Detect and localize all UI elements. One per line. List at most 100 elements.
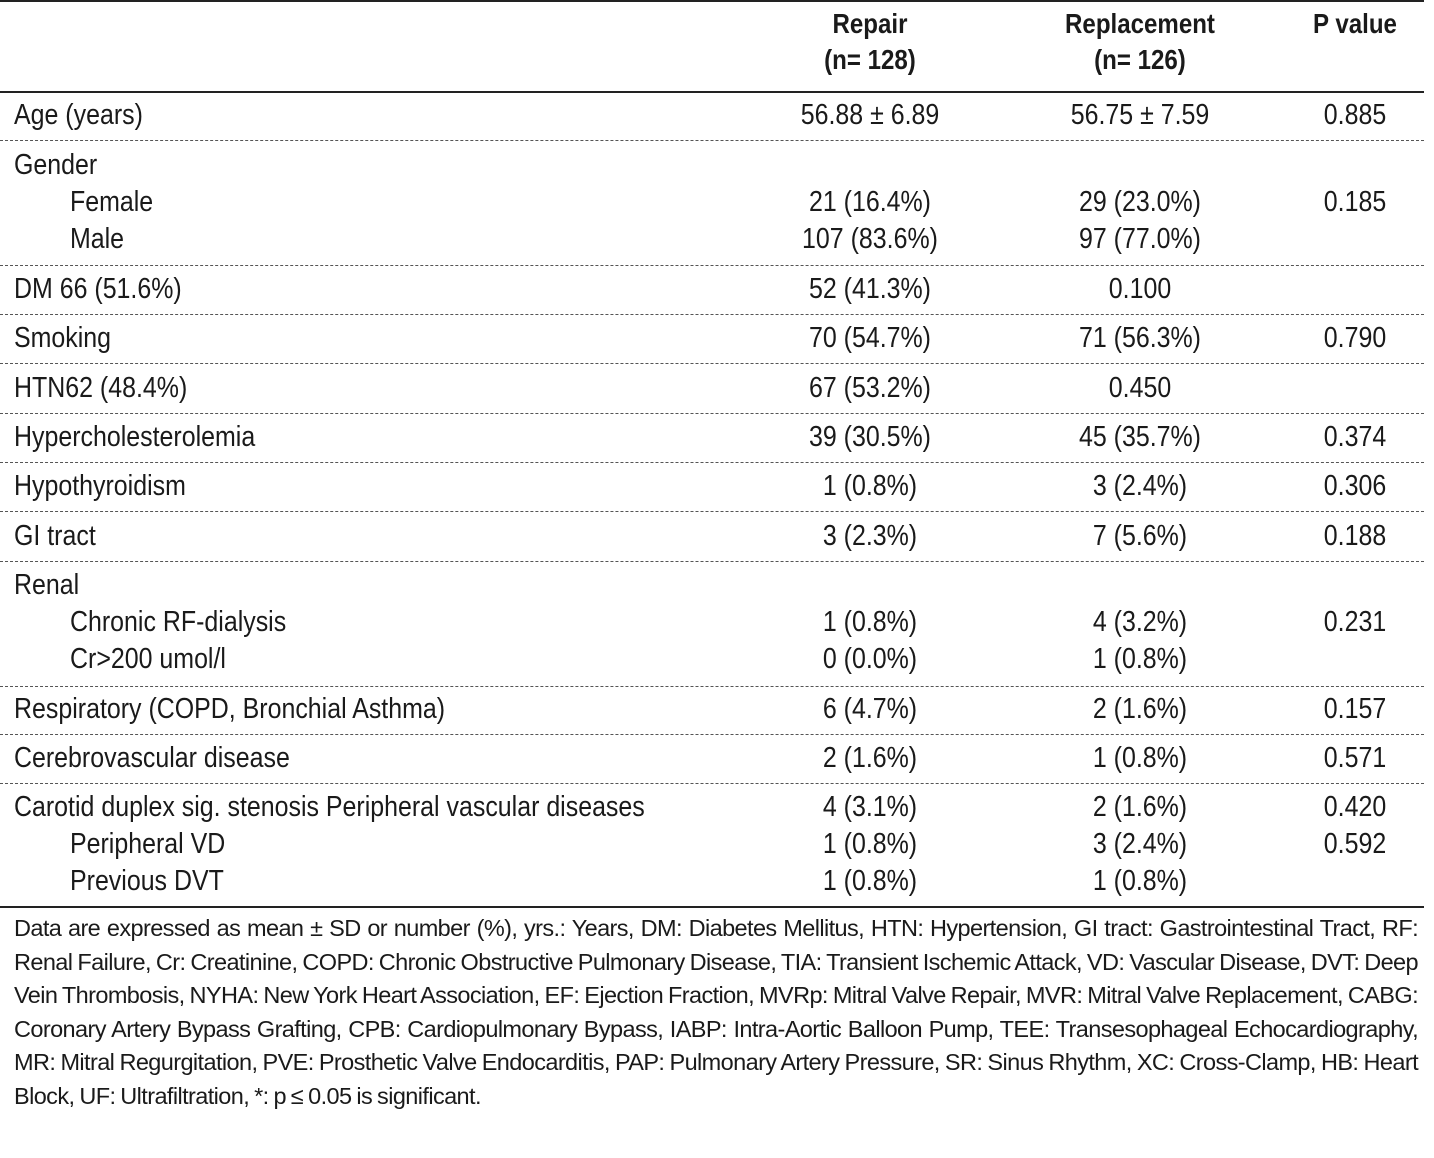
row-label: Cerebrovascular disease	[14, 742, 290, 774]
replacement-value: 1 (0.8%)	[1092, 742, 1188, 774]
replacement-value: 2 (1.6%)	[1092, 693, 1188, 725]
p-value: 0.420	[1323, 791, 1387, 823]
replacement-value: 4 (3.2%)	[1092, 606, 1188, 638]
repair-value: 4 (3.1%)	[822, 791, 918, 823]
row-label: Hypothyroidism	[14, 470, 186, 502]
sub-row-creatinine: Cr>200 umol/l 0 (0.0%) 1 (0.8%)	[0, 641, 1424, 678]
row-label: Gender	[14, 149, 98, 181]
table-row-renal: Renal Chronic RF-dialysis 1 (0.8%) 4 (3.…	[0, 567, 1424, 678]
table-row-smoking: Smoking 70 (54.7%) 71 (56.3%) 0.790	[0, 320, 1424, 357]
header-p-value-title: P value	[1313, 8, 1397, 39]
header-repair-n: (n= 128)	[824, 44, 916, 75]
repair-value: 2 (1.6%)	[822, 742, 918, 774]
sub-row-label: Chronic RF-dialysis	[70, 606, 287, 638]
replacement-value: 3 (2.4%)	[1092, 470, 1188, 502]
row-label: Age (years)	[14, 99, 143, 131]
row-label: DM 66 (51.6%)	[14, 273, 182, 305]
table-row-gender: Gender Female 21 (16.4%) 29 (23.0%) 0.18…	[0, 147, 1424, 258]
table-row-respiratory: Respiratory (COPD, Bronchial Asthma) 6 (…	[0, 691, 1424, 728]
table-row-htn: HTN62 (48.4%) 67 (53.2%) 0.450	[0, 370, 1424, 407]
sub-row-label: Peripheral VD	[70, 828, 226, 860]
repair-value: 52 (41.3%)	[808, 273, 931, 305]
row-label: Carotid duplex sig. stenosis Peripheral …	[14, 791, 645, 823]
row-label: Renal	[14, 569, 80, 601]
repair-value: 21 (16.4%)	[808, 186, 931, 218]
row-label: GI tract	[14, 520, 96, 552]
sub-row-dialysis: Chronic RF-dialysis 1 (0.8%) 4 (3.2%) 0.…	[0, 604, 1424, 641]
row-divider	[0, 783, 1424, 784]
sub-row-label: Previous DVT	[70, 865, 224, 897]
row-divider	[0, 462, 1424, 463]
replacement-value: 0.100	[1108, 273, 1172, 305]
replacement-value: 7 (5.6%)	[1092, 520, 1188, 552]
p-value: 0.157	[1323, 693, 1387, 725]
repair-value: 1 (0.8%)	[822, 828, 918, 860]
repair-value: 1 (0.8%)	[822, 865, 918, 897]
p-value: 0.231	[1323, 606, 1387, 638]
table-row-gi-tract: GI tract 3 (2.3%) 7 (5.6%) 0.188	[0, 518, 1424, 555]
p-value: 0.885	[1323, 99, 1387, 131]
sub-row-female: Female 21 (16.4%) 29 (23.0%) 0.185	[0, 184, 1424, 221]
p-value: 0.374	[1323, 421, 1387, 453]
repair-value: 3 (2.3%)	[822, 520, 918, 552]
repair-value: 1 (0.8%)	[822, 470, 918, 502]
replacement-value: 71 (56.3%)	[1078, 322, 1201, 354]
header-rule	[0, 91, 1424, 93]
repair-value: 0 (0.0%)	[822, 643, 918, 675]
replacement-value: 1 (0.8%)	[1092, 643, 1188, 675]
p-value: 0.592	[1323, 828, 1387, 860]
row-label: Respiratory (COPD, Bronchial Asthma)	[14, 693, 446, 725]
sub-row-male: Male 107 (83.6%) 97 (77.0%)	[0, 221, 1424, 258]
p-value: 0.185	[1323, 186, 1387, 218]
row-divider	[0, 686, 1424, 687]
replacement-value: 29 (23.0%)	[1078, 186, 1201, 218]
table-footnote: Data are expressed as mean ± SD or numbe…	[14, 915, 1419, 1109]
repair-value: 56.88 ± 6.89	[800, 99, 940, 131]
row-divider	[0, 140, 1424, 141]
replacement-value: 3 (2.4%)	[1092, 828, 1188, 860]
sub-row-label: Male	[70, 223, 125, 255]
header-replacement: Replacement (n= 126)	[1054, 6, 1226, 78]
header-p-value: P value	[1269, 6, 1434, 42]
row-label: HTN62 (48.4%)	[14, 372, 188, 404]
repair-value: 107 (83.6%)	[802, 223, 938, 255]
header-replacement-n: (n= 126)	[1094, 44, 1186, 75]
table-row-dm: DM 66 (51.6%) 52 (41.3%) 0.100	[0, 271, 1424, 308]
replacement-value: 45 (35.7%)	[1078, 421, 1201, 453]
p-value: 0.188	[1323, 520, 1387, 552]
row-divider	[0, 363, 1424, 364]
row-divider	[0, 314, 1424, 315]
sub-row-peripheral-vd: Peripheral VD 1 (0.8%) 3 (2.4%) 0.592	[0, 826, 1424, 863]
replacement-value: 0.450	[1108, 372, 1172, 404]
repair-value: 1 (0.8%)	[822, 606, 918, 638]
table-row-carotid: Carotid duplex sig. stenosis Peripheral …	[0, 789, 1424, 900]
p-value: 0.790	[1323, 322, 1387, 354]
header-replacement-title: Replacement	[1065, 8, 1215, 39]
row-divider	[0, 561, 1424, 562]
table-row-cerebrovascular: Cerebrovascular disease 2 (1.6%) 1 (0.8%…	[0, 740, 1424, 777]
repair-value: 70 (54.7%)	[808, 322, 931, 354]
row-divider	[0, 265, 1424, 266]
sub-row-previous-dvt: Previous DVT 1 (0.8%) 1 (0.8%)	[0, 863, 1424, 900]
repair-value: 39 (30.5%)	[808, 421, 931, 453]
repair-value: 67 (53.2%)	[808, 372, 931, 404]
sub-row-label: Cr>200 umol/l	[70, 643, 226, 675]
top-rule	[0, 0, 1424, 2]
row-divider	[0, 511, 1424, 512]
replacement-value: 97 (77.0%)	[1078, 223, 1201, 255]
row-label: Hypercholesterolemia	[14, 421, 256, 453]
header-repair: Repair (n= 128)	[784, 6, 956, 78]
table-row-hypothyroidism: Hypothyroidism 1 (0.8%) 3 (2.4%) 0.306	[0, 468, 1424, 505]
p-value: 0.571	[1323, 742, 1387, 774]
table-row-hypercholesterolemia: Hypercholesterolemia 39 (30.5%) 45 (35.7…	[0, 419, 1424, 456]
sub-row-label: Female	[70, 186, 154, 218]
replacement-value: 1 (0.8%)	[1092, 865, 1188, 897]
replacement-value: 2 (1.6%)	[1092, 791, 1188, 823]
p-value: 0.306	[1323, 470, 1387, 502]
bottom-rule	[0, 906, 1424, 908]
repair-value: 6 (4.7%)	[822, 693, 918, 725]
row-divider	[0, 734, 1424, 735]
table-row-age: Age (years) 56.88 ± 6.89 56.75 ± 7.59 0.…	[0, 97, 1424, 134]
replacement-value: 56.75 ± 7.59	[1070, 99, 1210, 131]
